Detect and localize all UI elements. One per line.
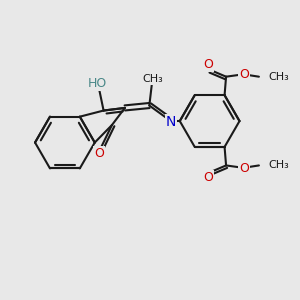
Text: O: O: [94, 147, 104, 160]
Text: N: N: [166, 115, 176, 129]
Text: O: O: [203, 172, 213, 184]
Text: O: O: [239, 68, 249, 80]
Text: CH₃: CH₃: [143, 74, 164, 84]
Text: CH₃: CH₃: [268, 160, 289, 170]
Text: O: O: [239, 162, 249, 175]
Text: O: O: [203, 58, 213, 70]
Text: HO: HO: [88, 76, 107, 90]
Text: CH₃: CH₃: [268, 72, 289, 82]
